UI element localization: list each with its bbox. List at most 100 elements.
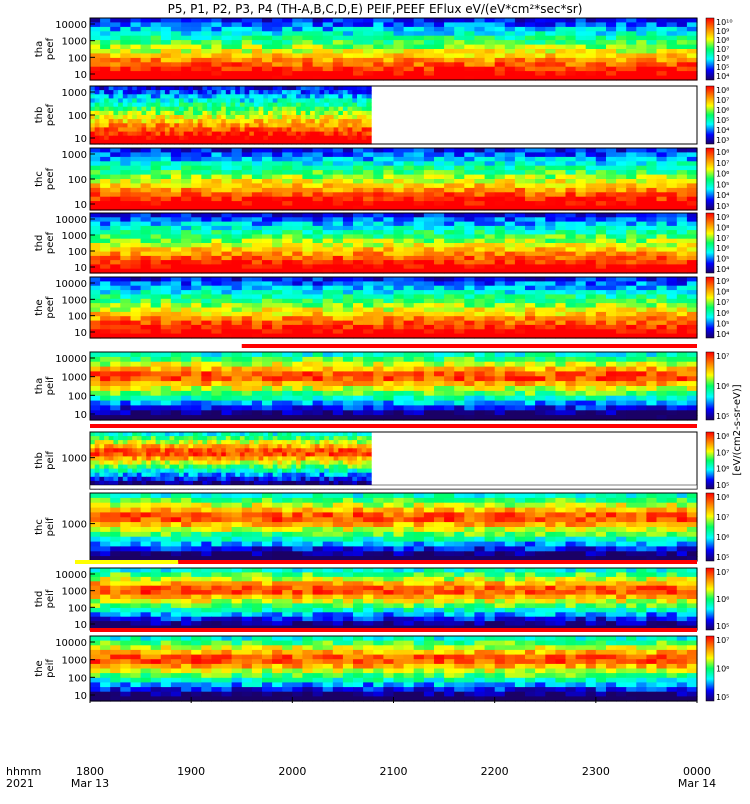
heatmap-cell bbox=[363, 286, 374, 291]
heatmap-cell bbox=[313, 396, 324, 402]
heatmap-cell bbox=[333, 49, 344, 54]
heatmap-cell bbox=[566, 36, 577, 41]
heatmap-cell bbox=[198, 98, 203, 103]
heatmap-cell bbox=[586, 175, 597, 180]
heatmap-cell bbox=[348, 98, 353, 103]
heatmap-cell bbox=[109, 94, 114, 99]
heatmap-cell bbox=[414, 252, 425, 257]
heatmap-cell bbox=[525, 325, 536, 330]
heatmap-cell bbox=[515, 192, 526, 197]
heatmap-cell bbox=[179, 86, 184, 91]
heatmap-cell bbox=[515, 391, 526, 397]
heatmap-cell bbox=[242, 401, 253, 407]
heatmap-cell bbox=[302, 367, 313, 373]
heatmap-cell bbox=[191, 316, 202, 321]
heatmap-cell bbox=[222, 58, 233, 63]
heatmap-cell bbox=[302, 170, 313, 175]
heatmap-cell bbox=[566, 239, 577, 244]
heatmap-cell bbox=[657, 252, 668, 257]
heatmap-cell bbox=[90, 148, 101, 153]
heatmap-cell bbox=[434, 234, 445, 239]
heatmap-cell bbox=[667, 281, 678, 286]
heatmap-cell bbox=[646, 243, 657, 248]
heatmap-cell bbox=[474, 252, 485, 257]
heatmap-cell bbox=[201, 352, 212, 358]
heatmap-cell bbox=[110, 152, 121, 157]
heatmap-cell bbox=[100, 197, 111, 202]
heatmap-cell bbox=[338, 94, 343, 99]
heatmap-cell bbox=[616, 226, 627, 231]
heatmap-cell bbox=[120, 281, 131, 286]
heatmap-cell bbox=[235, 86, 240, 91]
heatmap-cell bbox=[191, 213, 202, 218]
heatmap-cell bbox=[211, 357, 222, 363]
heatmap-cell bbox=[667, 391, 678, 397]
heatmap-cell bbox=[211, 53, 222, 58]
heatmap-cell bbox=[474, 36, 485, 41]
heatmap-cell bbox=[657, 381, 668, 387]
heatmap-cell bbox=[343, 396, 354, 402]
heatmap-cell bbox=[222, 260, 233, 265]
heatmap-cell bbox=[193, 103, 198, 108]
heatmap-cell bbox=[323, 148, 334, 153]
heatmap-cell bbox=[179, 103, 184, 108]
heatmap-cell bbox=[131, 45, 142, 50]
heatmap-cell bbox=[505, 362, 516, 368]
heatmap-cell bbox=[616, 362, 627, 368]
heatmap-cell bbox=[222, 299, 233, 304]
heatmap-cell bbox=[100, 22, 111, 27]
heatmap-cell bbox=[222, 252, 233, 257]
heatmap-cell bbox=[636, 352, 647, 358]
heatmap-cell bbox=[181, 362, 192, 368]
heatmap-cell bbox=[161, 405, 172, 411]
heatmap-cell bbox=[201, 197, 212, 202]
heatmap-cell bbox=[343, 234, 354, 239]
heatmap-cell bbox=[545, 316, 556, 321]
heatmap-cell bbox=[171, 170, 182, 175]
heatmap-cell bbox=[282, 98, 287, 103]
heatmap-cell bbox=[404, 401, 415, 407]
heatmap-cell bbox=[201, 299, 212, 304]
heatmap-cell bbox=[191, 312, 202, 317]
heatmap-cell bbox=[113, 98, 118, 103]
heatmap-cell bbox=[282, 62, 293, 67]
heatmap-cell bbox=[636, 31, 647, 36]
heatmap-cell bbox=[302, 197, 313, 202]
heatmap-cell bbox=[131, 308, 142, 313]
heatmap-cell bbox=[252, 22, 263, 27]
heatmap-cell bbox=[677, 18, 688, 23]
heatmap-cell bbox=[525, 170, 536, 175]
heatmap-cell bbox=[525, 175, 536, 180]
heatmap-cell bbox=[171, 40, 182, 45]
heatmap-cell bbox=[677, 381, 688, 387]
heatmap-cell bbox=[667, 260, 678, 265]
heatmap-cell bbox=[454, 286, 465, 291]
heatmap-cell bbox=[156, 90, 161, 95]
heatmap-cell bbox=[315, 98, 320, 103]
heatmap-cell bbox=[383, 157, 394, 162]
heatmap-cell bbox=[353, 277, 364, 282]
heatmap-cell bbox=[485, 45, 496, 50]
heatmap-cell bbox=[667, 230, 678, 235]
heatmap-cell bbox=[687, 49, 698, 54]
heatmap-cell bbox=[363, 53, 374, 58]
heatmap-cell bbox=[282, 316, 293, 321]
heatmap-cell bbox=[394, 234, 405, 239]
heatmap-cell bbox=[211, 264, 222, 269]
heatmap-cell bbox=[90, 405, 101, 411]
heatmap-cell bbox=[282, 234, 293, 239]
heatmap-cell bbox=[646, 217, 657, 222]
heatmap-cell bbox=[454, 386, 465, 392]
heatmap-cell bbox=[277, 136, 282, 141]
heatmap-cell bbox=[282, 405, 293, 411]
heatmap-cell bbox=[646, 357, 657, 363]
heatmap-cell bbox=[464, 53, 475, 58]
heatmap-cell bbox=[95, 123, 100, 128]
heatmap-cell bbox=[104, 90, 109, 95]
heatmap-cell bbox=[232, 201, 243, 206]
heatmap-cell bbox=[110, 316, 121, 321]
heatmap-cell bbox=[282, 213, 293, 218]
heatmap-cell bbox=[646, 22, 657, 27]
heatmap-cell bbox=[262, 201, 273, 206]
heatmap-cell bbox=[687, 58, 698, 63]
